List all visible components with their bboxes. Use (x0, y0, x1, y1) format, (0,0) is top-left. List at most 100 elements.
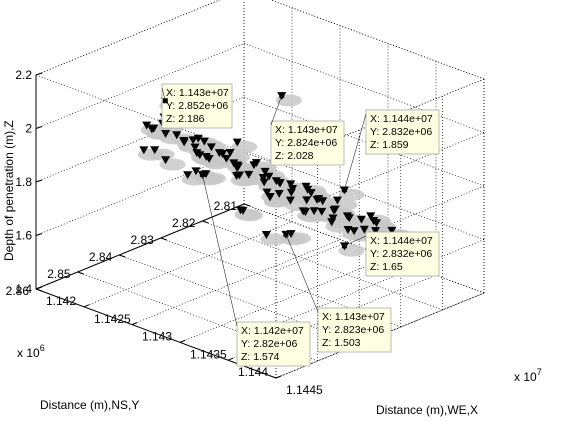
tick-labels: 1.4 1.6 1.8 2 2.2 2.81 2.82 2.83 2.84 2.85 2.86 1.1… (6, 68, 323, 397)
datatip-text: Y: 2.823e+06 (322, 324, 384, 336)
data-point-marker (191, 167, 201, 176)
data-point-marker (275, 179, 285, 188)
z-tick-label: 2 (25, 122, 32, 136)
data-point-marker (356, 215, 366, 224)
y-exponent: x 106 (17, 343, 45, 360)
data-point-marker (330, 205, 340, 214)
data-point-marker (161, 129, 171, 138)
data-point-marker (298, 207, 308, 216)
data-point-marker (306, 189, 316, 198)
datatip-text: Y: 2.832e+06 (370, 248, 432, 260)
y-tick-label: 2.82 (172, 216, 196, 230)
datatip-text: X: 1.144e+07 (370, 113, 433, 125)
datatip-leader (270, 95, 282, 126)
data-point-marker (309, 207, 319, 216)
data-point-marker (183, 171, 193, 180)
datatip-text: Y: 2.832e+06 (370, 126, 432, 138)
datatip-leader (344, 235, 367, 246)
data-point-marker (193, 134, 203, 143)
data-point-marker (261, 231, 271, 239)
datatip: X: 1.142e+07Y: 2.82e+06Z: 1.574 (199, 171, 311, 367)
datatip-text: Z: 1.65 (370, 261, 403, 273)
box-edge (269, 0, 485, 80)
data-point-marker (288, 185, 298, 193)
data-point-marker (332, 196, 342, 205)
data-point-marker (258, 174, 268, 182)
data-point-marker (366, 212, 376, 221)
x-tick-label: 1.1435 (190, 347, 227, 361)
datatip-box (365, 109, 440, 155)
data-point-marker (302, 196, 312, 205)
data-point-marker (244, 170, 254, 179)
x-tick (35, 286, 42, 290)
data-point-marker (387, 226, 397, 235)
x-tick (83, 304, 90, 308)
x-tick (227, 357, 234, 361)
datatip-box (161, 83, 233, 129)
grid-line (83, 221, 293, 308)
datatip-text: Y: 2.852e+06 (166, 100, 228, 112)
x-tick (131, 322, 138, 326)
data-point-marker (317, 207, 327, 216)
data-point-marker (286, 230, 296, 238)
x-tick-label: 1.1425 (94, 312, 131, 326)
grid-line (243, 203, 485, 294)
data-point-marker (206, 143, 216, 152)
data-point-marker (192, 149, 202, 158)
x-tick (275, 375, 282, 379)
data-point-marker (188, 136, 198, 145)
y-tick (77, 271, 84, 275)
z-tick-label: 1.4 (15, 282, 32, 296)
data-point-marker (232, 138, 242, 147)
y-tick-label: 2.83 (130, 233, 154, 247)
datatip-text: X: 1.143e+07 (322, 311, 385, 323)
data-point-marker (371, 219, 381, 228)
data-point-marker (349, 227, 359, 236)
datatip-text: X: 1.143e+07 (166, 87, 229, 99)
datatip-text: Y: 2.82e+06 (241, 338, 298, 350)
datatip: X: 1.143e+07Y: 2.852e+06Z: 2.186 (161, 83, 233, 129)
data-point-marker (343, 226, 353, 234)
y-tick-label: 2.81 (214, 199, 238, 213)
datatip-text: Z: 2.186 (166, 113, 205, 125)
datatip-anchor (341, 243, 347, 249)
x-tick-label: 1.1445 (286, 383, 323, 397)
datatip-text: X: 1.144e+07 (370, 235, 433, 247)
data-point-marker (314, 195, 324, 204)
data-point-marker (235, 206, 245, 215)
datatip-text: Z: 1.574 (241, 351, 280, 363)
datatip: X: 1.144e+07Y: 2.832e+06Z: 1.65 (341, 231, 440, 277)
data-point-marker (262, 188, 272, 197)
grid-line (35, 0, 221, 76)
data-point-marker (274, 190, 284, 198)
z-tick-label: 1.8 (15, 175, 32, 189)
datatip-anchor (283, 231, 289, 237)
data-point-marker (225, 148, 235, 157)
datatip-text: Y: 2.824e+06 (275, 137, 337, 149)
data-points (139, 92, 397, 251)
z-tick-label: 2.2 (15, 68, 32, 82)
data-point-marker (150, 146, 160, 155)
y-tick (202, 220, 209, 224)
datatip: X: 1.143e+07Y: 2.824e+06Z: 2.028 (270, 92, 345, 166)
datatip: X: 1.144e+07Y: 2.832e+06Z: 1.859 (341, 109, 440, 193)
data-point-marker (204, 155, 214, 163)
datatip-box (365, 231, 440, 277)
y-tick (160, 237, 167, 241)
y-axis-label: Distance (m),NS,Y (40, 398, 139, 412)
datatip-leader (344, 113, 367, 190)
data-point-marker (327, 218, 337, 227)
data-point-marker (161, 156, 171, 165)
datatip-text: X: 1.143e+07 (275, 124, 338, 136)
grid-line (243, 43, 485, 133)
x-tick-label: 1.144 (238, 365, 268, 379)
y-axis-line (35, 203, 245, 290)
y-tick (119, 254, 126, 258)
x-tick (179, 339, 186, 343)
z-tick (35, 179, 43, 183)
data-point-marker (233, 162, 243, 171)
data-point-marker (265, 193, 275, 201)
x-tick-label: 1.143 (142, 330, 172, 344)
